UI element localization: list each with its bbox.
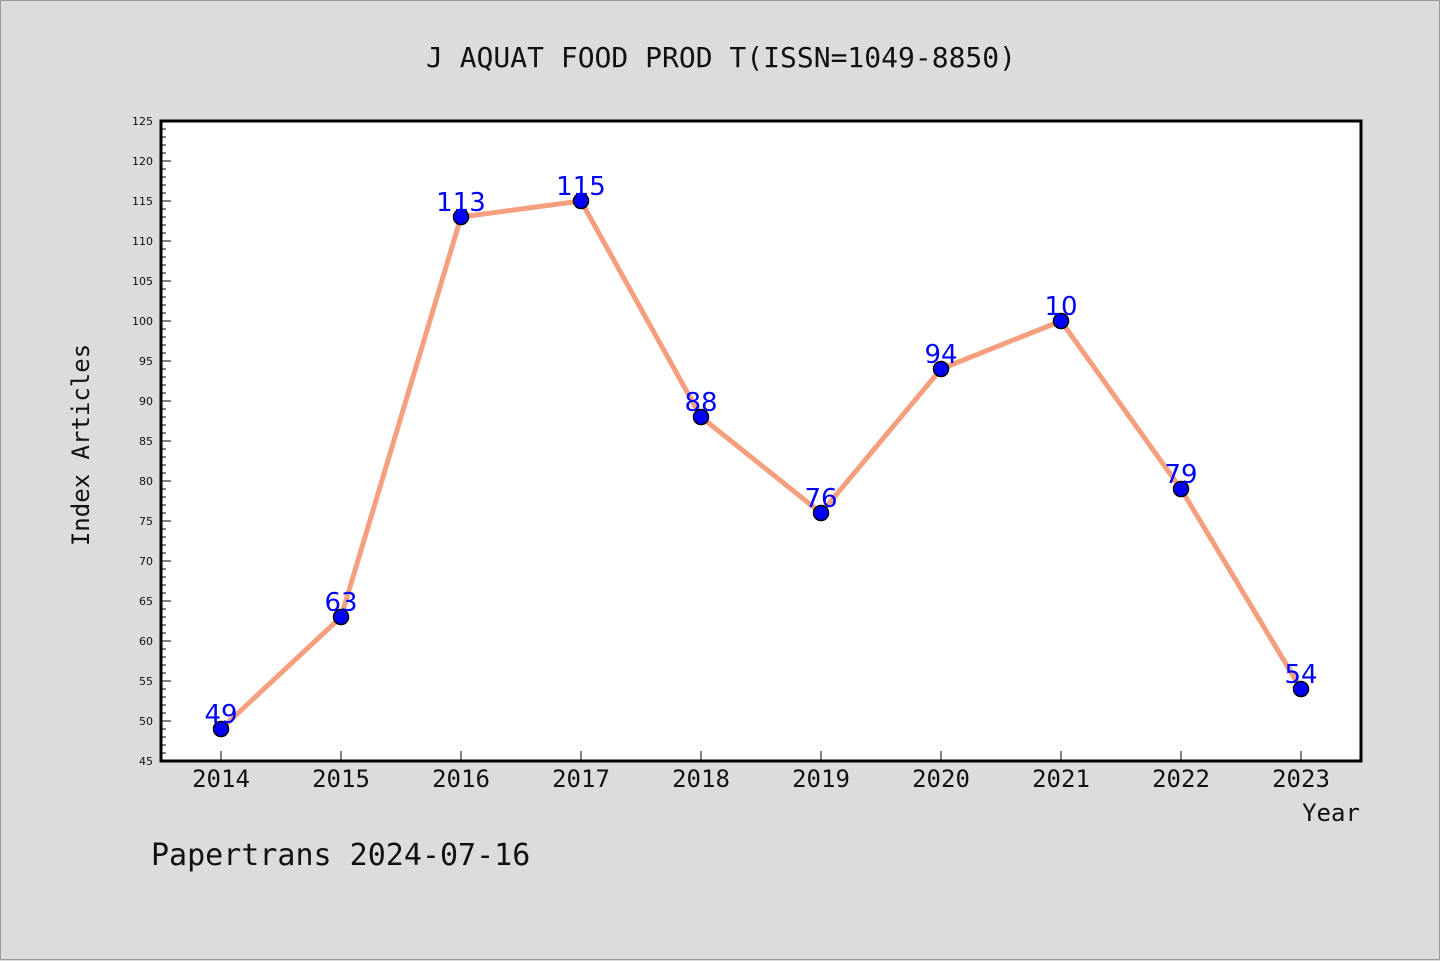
- series-markers: [212, 192, 1310, 738]
- y-tick-label: 50: [139, 715, 153, 728]
- x-axis: 2014 2015 2016 2017 2018 2019 2020 2021 2022 2023: [192, 751, 1330, 793]
- plot-area: [161, 121, 1361, 761]
- y-tick-label: 90: [139, 395, 153, 408]
- x-tick-label: 2021: [1032, 765, 1090, 793]
- y-tick-label: 95: [139, 355, 153, 368]
- data-label: 88: [684, 388, 717, 418]
- data-point: [452, 208, 470, 226]
- series-path: [219, 198, 1304, 731]
- x-tick-label: 2022: [1152, 765, 1210, 793]
- data-label: 54: [1284, 660, 1317, 690]
- y-tick-label: 115: [132, 195, 153, 208]
- data-label: 49: [204, 700, 237, 730]
- data-label: 113: [436, 188, 486, 218]
- x-tick-label: 2014: [192, 765, 250, 793]
- data-label: 115: [556, 172, 606, 202]
- y-tick-label: 80: [139, 475, 153, 488]
- x-tick-label: 2018: [672, 765, 730, 793]
- plot-border: [159, 119, 1363, 763]
- x-axis-title: Year: [1302, 799, 1360, 827]
- data-point: [212, 720, 230, 738]
- y-tick-label: 120: [132, 155, 153, 168]
- x-tick-label: 2019: [792, 765, 850, 793]
- data-point: [1172, 480, 1190, 498]
- y-tick-label: 70: [139, 555, 153, 568]
- data-label: 76: [804, 484, 837, 514]
- data-labels: 49 63 113 115 88 76 94 10 79 54: [204, 172, 1317, 730]
- y-tick-label: 105: [132, 275, 153, 288]
- chart-title: J AQUAT FOOD PROD T(ISSN=1049-8850): [426, 41, 1016, 74]
- data-label: 63: [324, 588, 357, 618]
- y-tick-label: 55: [139, 675, 153, 688]
- data-point: [1052, 312, 1070, 330]
- data-label: 10: [1044, 292, 1077, 322]
- y-axis-title: Index Articles: [67, 344, 95, 546]
- data-label: 94: [924, 340, 957, 370]
- data-point: [332, 608, 350, 626]
- data-point: [932, 360, 950, 378]
- y-tick-label: 60: [139, 635, 153, 648]
- series-line: [219, 198, 1304, 731]
- y-tick-label: 85: [139, 435, 153, 448]
- data-point: [692, 408, 710, 426]
- x-tick-label: 2015: [312, 765, 370, 793]
- y-tick-label: 110: [132, 235, 153, 248]
- data-label: 79: [1164, 460, 1197, 490]
- data-point: [812, 504, 830, 522]
- x-tick-label: 2020: [912, 765, 970, 793]
- y-tick-label: 65: [139, 595, 153, 608]
- x-tick-label: 2023: [1272, 765, 1330, 793]
- data-point: [1292, 680, 1310, 698]
- x-tick-label: 2016: [432, 765, 490, 793]
- footer-watermark: Papertrans 2024-07-16: [151, 838, 530, 873]
- data-point: [572, 192, 590, 210]
- y-tick-label: 100: [132, 315, 153, 328]
- y-tick-label: 45: [139, 755, 153, 768]
- y-tick-label: 75: [139, 515, 153, 528]
- x-tick-label: 2017: [552, 765, 610, 793]
- y-tick-label: 125: [132, 115, 153, 128]
